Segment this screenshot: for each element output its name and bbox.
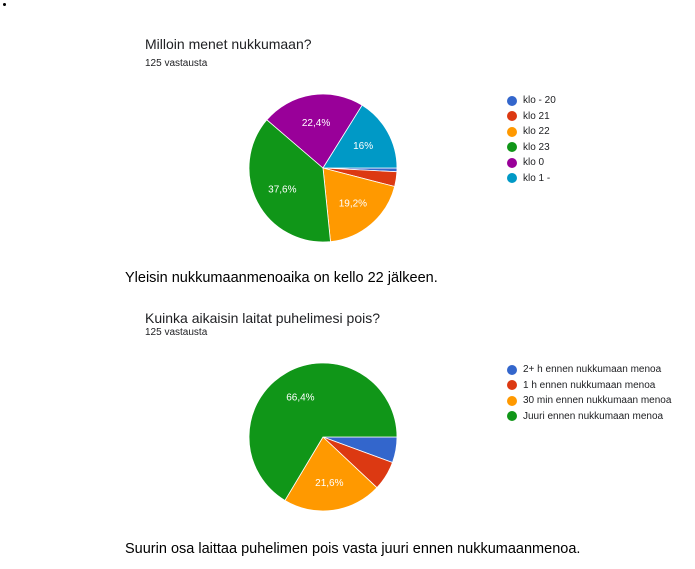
chart-1-slice-klo-1 <box>322 104 398 169</box>
chart-1-legend-item: klo 0 <box>507 155 556 171</box>
chart-2-response-count: 125 vastausta <box>145 327 208 338</box>
chart-1-legend-swatch <box>507 111 517 122</box>
chart-1-response-count: 125 vastausta <box>145 58 208 69</box>
chart-1-legend-item: klo 22 <box>507 124 556 140</box>
chart-2-legend-swatch <box>507 380 517 391</box>
chart-1-title: Milloin menet nukkumaan? <box>145 36 312 52</box>
chart-1-legend-label: klo 0 <box>523 157 545 169</box>
chart-2-legend-label: 30 min ennen nukkumaan menoa <box>523 395 672 407</box>
chart-1-legend-label: klo - 20 <box>523 95 556 107</box>
chart-2-legend: 2+ h ennen nukkumaan menoa 1 h ennen nukk… <box>507 362 671 424</box>
chart-1-legend-label: klo 22 <box>523 126 550 138</box>
chart-1-legend-swatch <box>507 126 517 137</box>
chart-2-slice-label-juuri-ennen-nukkumaan-menoa: 66,4% <box>286 393 314 404</box>
chart-1-legend-swatch <box>507 173 517 184</box>
chart-1-slice-label-klo-1: 16% <box>353 141 373 152</box>
chart-2-pie: 21,6% 66,4% <box>248 362 398 512</box>
chart-2-slice-juuri-ennen-nukkumaan-menoa <box>248 362 398 502</box>
chart-1-slice-label-klo-22: 19,2% <box>339 198 367 209</box>
chart-2-legend-swatch <box>507 395 517 406</box>
chart-2-legend-item: 2+ h ennen nukkumaan menoa <box>507 362 671 378</box>
chart-2-title: Kuinka aikaisin laitat puhelimesi pois? <box>145 310 381 326</box>
chart-2-legend-swatch <box>507 411 517 422</box>
chart-1-legend-label: klo 23 <box>523 141 550 153</box>
chart-1-legend-item: klo 23 <box>507 140 556 156</box>
chart-2-legend-item: Juuri ennen nukkumaan menoa <box>507 409 671 425</box>
chart-2-legend-swatch <box>507 364 517 375</box>
chart-2-legend-label: 1 h ennen nukkumaan menoa <box>523 379 656 391</box>
chart-1-legend-item: klo - 20 <box>507 93 556 109</box>
chart-2-legend-item: 30 min ennen nukkumaan menoa <box>507 393 671 409</box>
chart-1-slice-label-klo-0: 22,4% <box>302 118 330 129</box>
bullet-dot <box>3 3 6 6</box>
chart-1-legend-label: klo 21 <box>523 110 550 122</box>
chart-1-legend-swatch <box>507 95 517 106</box>
chart-2-legend-label: 2+ h ennen nukkumaan menoa <box>523 364 662 376</box>
chart-2-legend-label: Juuri ennen nukkumaan menoa <box>523 410 664 422</box>
chart-1-slice-label-klo-23: 37,6% <box>268 185 296 196</box>
chart-1-legend-item: klo 21 <box>507 109 556 125</box>
chart-2-slice-30-min-ennen-nukkumaan-menoa <box>284 436 378 512</box>
chart-1-slice-klo-23 <box>248 119 331 243</box>
chart-1-legend: klo - 20 klo 21 klo 22 klo 23 klo 0 klo 1 - <box>507 93 556 186</box>
chart-2-legend-item: 1 h ennen nukkumaan menoa <box>507 378 671 394</box>
chart-1-legend-swatch <box>507 142 517 153</box>
chart-1-slice-klo-0 <box>266 93 363 169</box>
chart-1-pie: 19,2% 37,6% 22,4% 16% <box>248 93 398 243</box>
chart-1-caption: Yleisin nukkumaanmenoaika on kello 22 jä… <box>125 270 438 286</box>
chart-1-legend-swatch <box>507 157 517 168</box>
chart-1-legend-item: klo 1 - <box>507 171 556 187</box>
chart-1-legend-label: klo 1 - <box>523 172 551 184</box>
chart-2-slice-label-30-min-ennen-nukkumaan-menoa: 21,6% <box>315 478 343 489</box>
chart-1-slice-klo-22 <box>322 167 396 243</box>
chart-2-caption: Suurin osa laittaa puhelimen pois vasta … <box>125 541 581 557</box>
